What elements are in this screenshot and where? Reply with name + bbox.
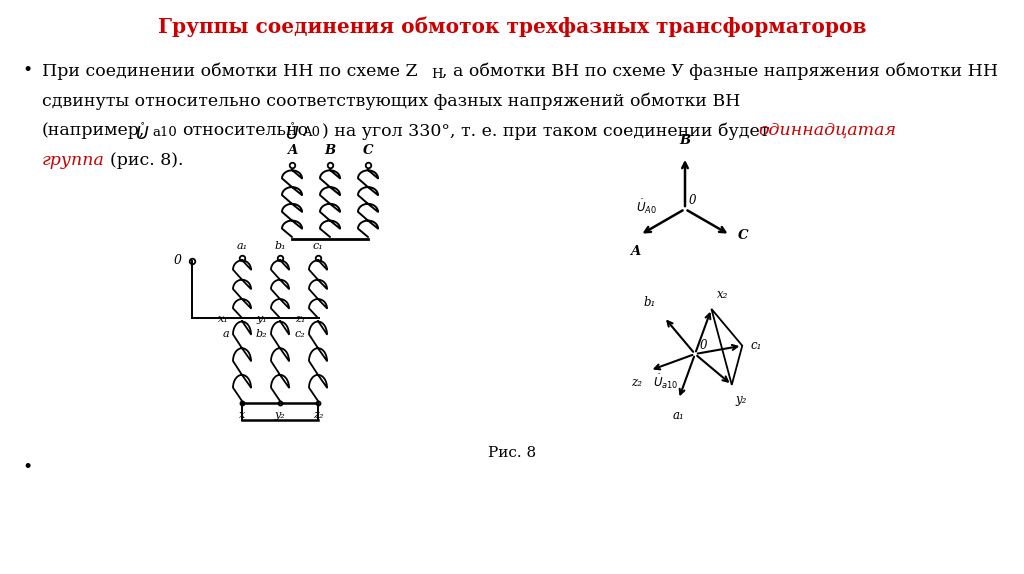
Text: z₁: z₁ [295, 314, 305, 324]
Text: •: • [22, 62, 32, 79]
Text: x₁: x₁ [218, 314, 229, 324]
Text: ) на угол 330°, т. е. при таком соединении будет: ) на угол 330°, т. е. при таком соединен… [322, 122, 769, 139]
Text: При соединении обмотки НН по схеме Z: При соединении обмотки НН по схеме Z [42, 62, 418, 80]
Text: Рис. 8: Рис. 8 [488, 446, 536, 460]
Text: x₂: x₂ [718, 288, 729, 301]
Text: C: C [738, 228, 749, 242]
Text: a₁: a₁ [673, 409, 684, 422]
Text: H: H [431, 68, 442, 80]
Text: z₂: z₂ [312, 410, 324, 420]
Text: a₁: a₁ [237, 241, 248, 251]
Text: c₁: c₁ [312, 241, 324, 251]
Text: z₂: z₂ [631, 377, 642, 389]
Text: a10: a10 [152, 126, 177, 139]
Text: b₂: b₂ [255, 329, 267, 339]
Text: сдвинуты относительно соответствующих фазных напряжений обмотки ВН: сдвинуты относительно соответствующих фа… [42, 92, 740, 110]
Text: c₁: c₁ [751, 339, 762, 352]
Text: (например,: (например, [42, 122, 145, 139]
Text: B: B [325, 144, 336, 157]
Text: b₁: b₁ [274, 241, 286, 251]
Text: y₁: y₁ [256, 314, 267, 324]
Text: A0: A0 [302, 126, 319, 139]
Text: относительно: относительно [182, 122, 308, 139]
Text: одиннадцатая: одиннадцатая [758, 122, 896, 139]
Text: $\dot{U}_{A0}$: $\dot{U}_{A0}$ [636, 197, 656, 216]
Text: c₂: c₂ [294, 329, 305, 339]
Text: $\mathring{U}$: $\mathring{U}$ [285, 122, 299, 144]
Text: Группы соединения обмоток трехфазных трансформаторов: Группы соединения обмоток трехфазных тра… [158, 16, 866, 37]
Text: (рис. 8).: (рис. 8). [110, 152, 183, 169]
Text: A: A [630, 245, 640, 258]
Text: •: • [22, 459, 32, 476]
Text: $\mathring{U}$: $\mathring{U}$ [135, 122, 150, 144]
Text: a: a [222, 329, 229, 339]
Text: 0: 0 [689, 194, 696, 207]
Text: C: C [362, 144, 374, 157]
Text: y₂: y₂ [274, 410, 286, 420]
Text: группа: группа [42, 152, 104, 169]
Text: A: A [287, 144, 297, 157]
Text: 0: 0 [700, 339, 708, 352]
Text: b₁: b₁ [644, 296, 656, 309]
Text: x: x [239, 410, 245, 420]
Text: B: B [679, 134, 690, 147]
Text: $\dot{U}_{a10}$: $\dot{U}_{a10}$ [653, 373, 679, 391]
Text: y₂: y₂ [736, 393, 748, 406]
Text: , а обмотки ВН по схеме У фазные напряжения обмотки НН: , а обмотки ВН по схеме У фазные напряже… [442, 62, 998, 80]
Text: 0: 0 [174, 254, 182, 266]
